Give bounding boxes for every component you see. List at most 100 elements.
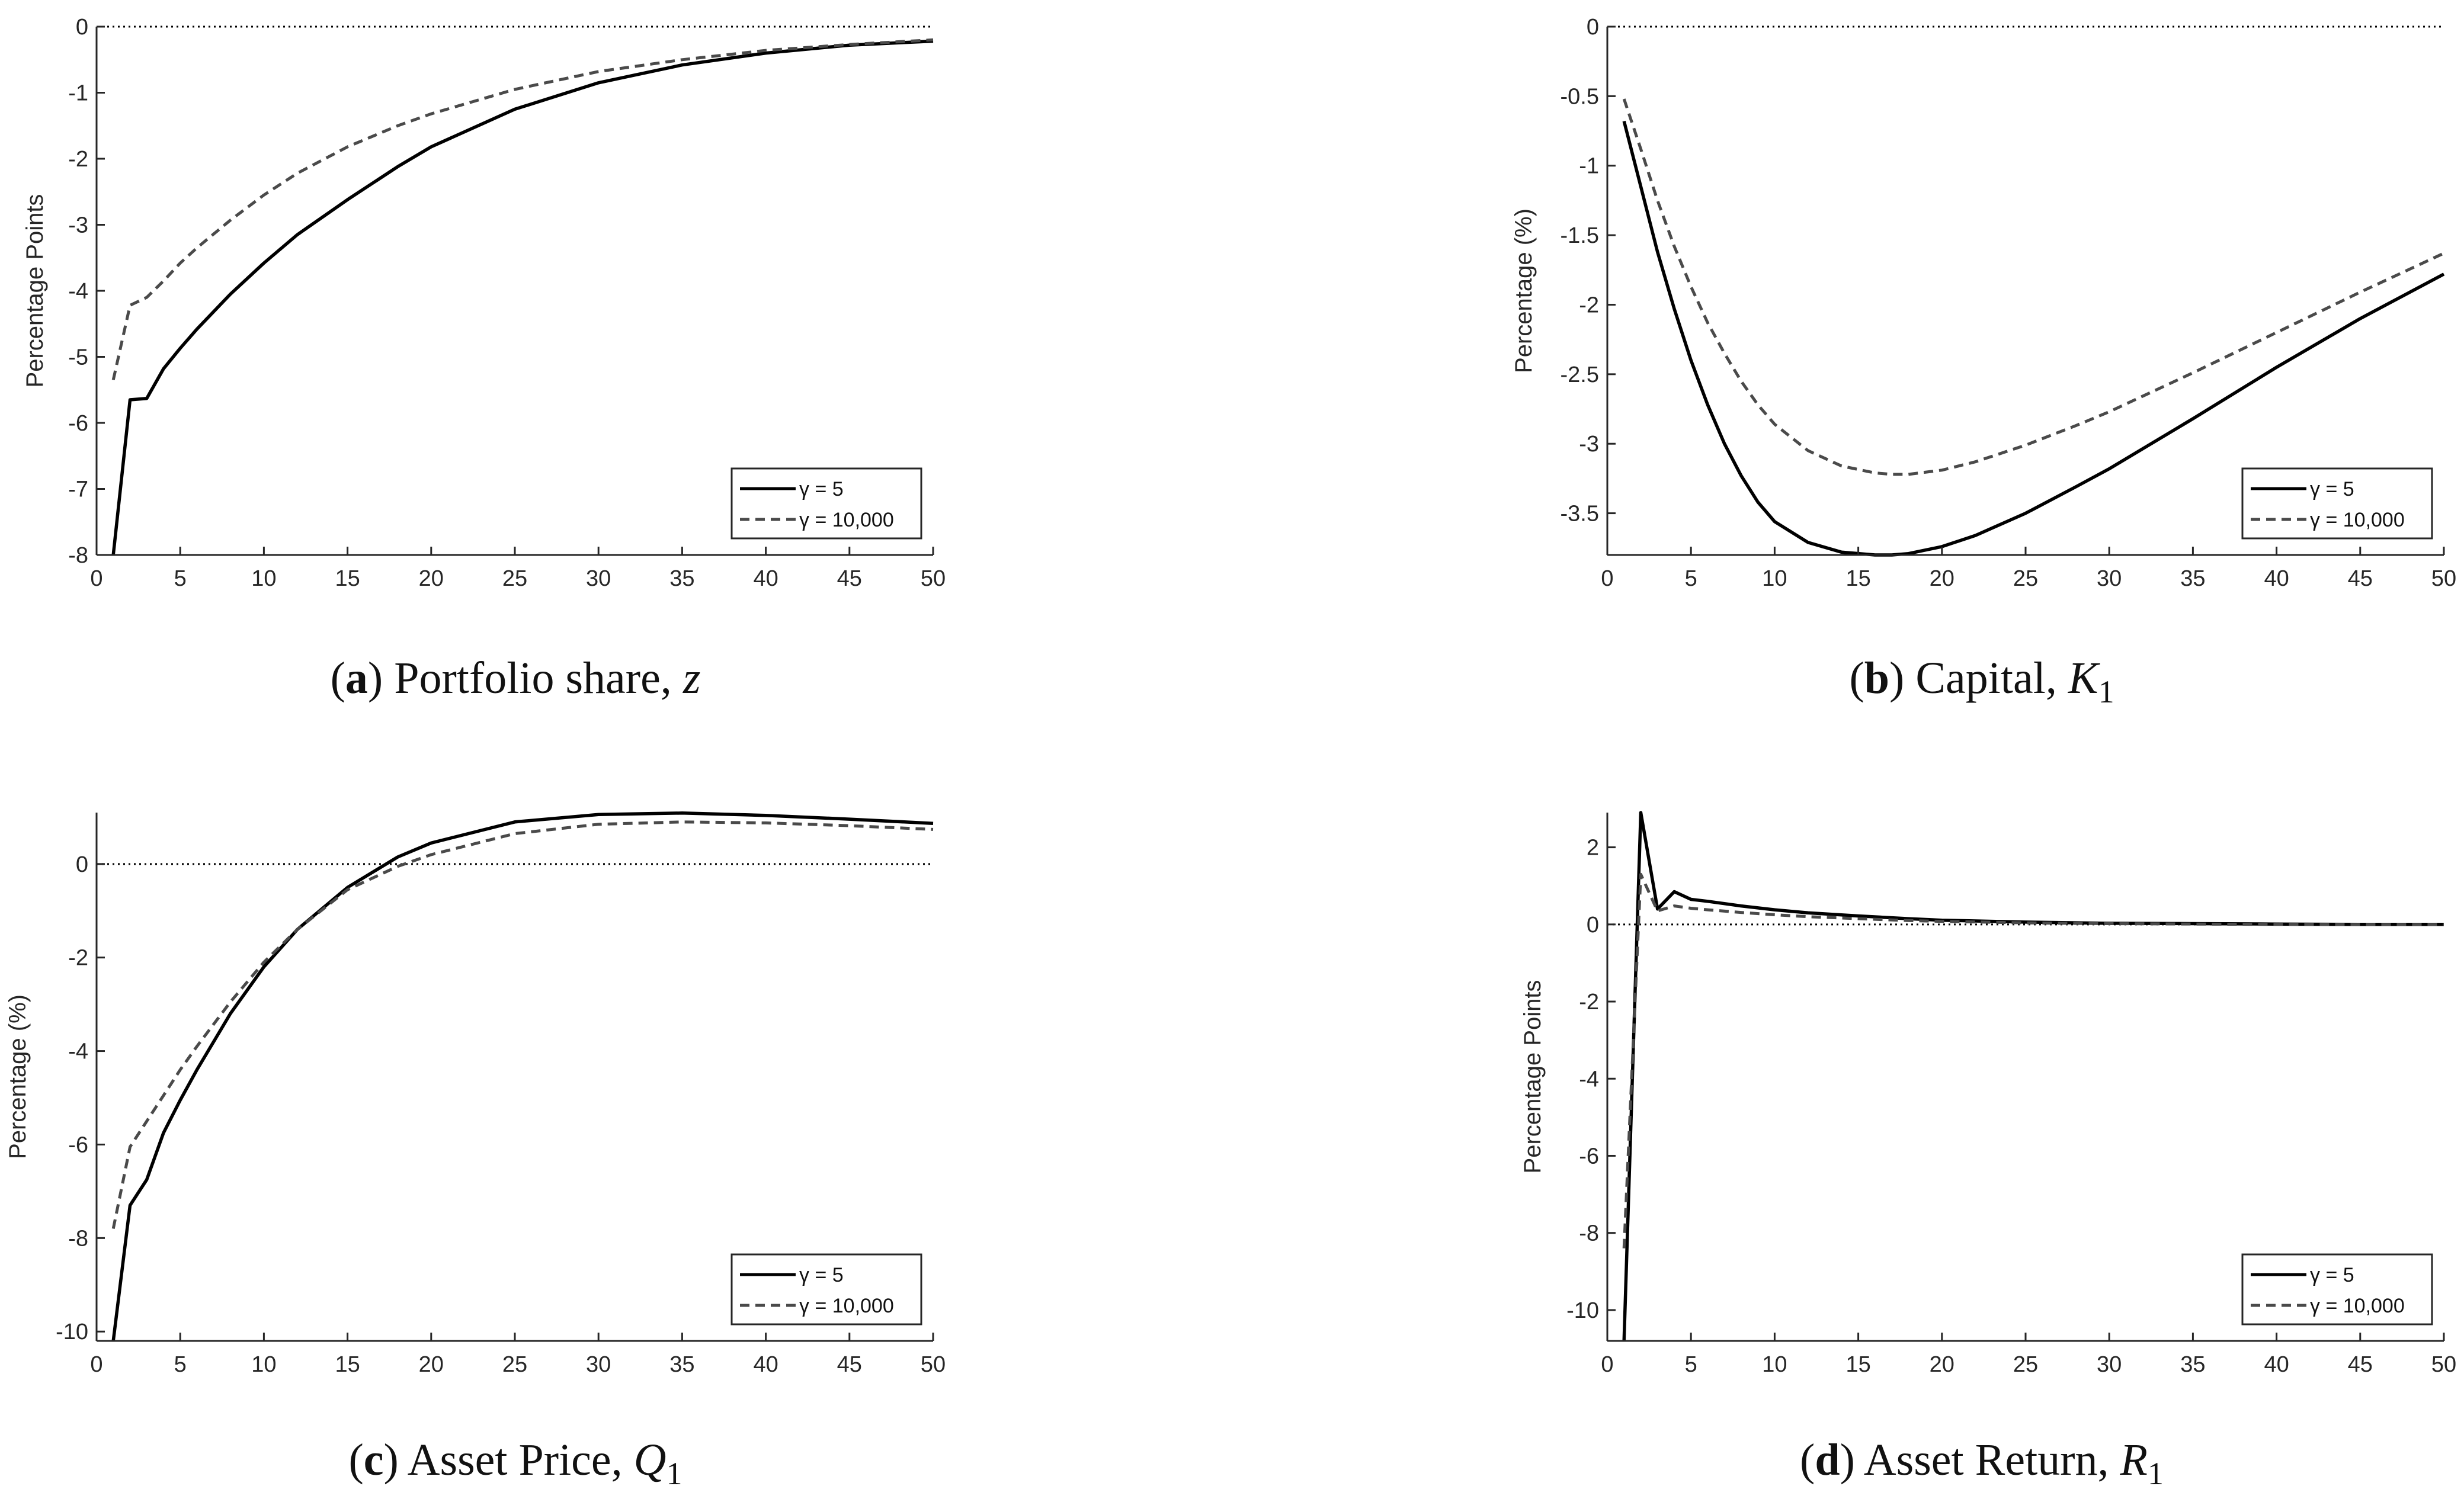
caption-paren-close: ) xyxy=(383,1435,407,1485)
y-axis-label: Percentage Points xyxy=(22,194,48,388)
caption-paren-open: ( xyxy=(348,1435,363,1485)
x-tick-label: 15 xyxy=(335,1352,360,1377)
panel-b: 0 5 10 15 20 25 30 35 40 45 50 0 -0.5 -1 -1.5 -2 -2.5 -3 -… xyxy=(1511,15,2456,710)
y-tick-label: -1 xyxy=(1579,154,1599,179)
x-tick-label: 25 xyxy=(2013,566,2038,591)
x-tick-label: 40 xyxy=(753,566,778,591)
x-tick-label: 45 xyxy=(837,1352,862,1377)
x-tick-label: 35 xyxy=(669,566,694,591)
caption-text: Capital, xyxy=(1915,653,2068,703)
legend: γ = 5 γ = 10,000 xyxy=(2241,467,2433,540)
series-line-gamma-10000 xyxy=(111,38,934,381)
y-tick-label: 0 xyxy=(76,15,88,40)
x-tick-label: 50 xyxy=(921,1352,946,1377)
y-tick-label: -7 xyxy=(68,477,88,502)
y-tick-label: -10 xyxy=(1566,1298,1599,1323)
legend-label-gamma-5: γ = 5 xyxy=(799,1264,844,1286)
legend-box xyxy=(2241,1253,2433,1326)
x-tick-label: 0 xyxy=(1601,566,1613,591)
legend: γ = 5 γ = 10,000 xyxy=(730,1253,922,1326)
x-tick-label: 5 xyxy=(1685,566,1697,591)
x-tick-label: 45 xyxy=(2348,566,2373,591)
x-tick-label: 30 xyxy=(586,566,611,591)
caption-text: Asset Return, xyxy=(1864,1435,2120,1485)
series-line-gamma-10000 xyxy=(1622,98,2445,476)
series-line-gamma-10000 xyxy=(1622,872,2444,1249)
series-line-gamma-5 xyxy=(111,39,934,556)
x-tick-label: 45 xyxy=(837,566,862,591)
legend-label-gamma-5: γ = 5 xyxy=(799,478,844,500)
y-tick-label: -6 xyxy=(68,411,88,436)
y-tick-label: -2 xyxy=(68,147,88,172)
x-tick-label: 40 xyxy=(2264,1352,2289,1377)
legend-label-gamma-10000: γ = 10,000 xyxy=(799,509,894,531)
caption-paren-open: ( xyxy=(331,653,345,703)
y-tick-label: -6 xyxy=(68,1132,88,1157)
y-tick-label: -2 xyxy=(68,946,88,971)
x-tick-label: 25 xyxy=(2013,1352,2038,1377)
x-tick-label: 5 xyxy=(174,1352,187,1377)
caption-paren-close: ) xyxy=(368,653,394,703)
caption-subscript: 1 xyxy=(2148,1456,2164,1491)
x-tick-label: 5 xyxy=(1685,1352,1697,1377)
caption-letter: a xyxy=(345,653,368,703)
caption-paren-close: ) xyxy=(1840,1435,1864,1485)
x-tick-label: 10 xyxy=(1762,1352,1787,1377)
caption-letter: d xyxy=(1815,1435,1840,1485)
y-tick-label: -3.5 xyxy=(1561,502,1599,527)
x-tick-label: 50 xyxy=(921,566,946,591)
y-tick-label: -2 xyxy=(1579,293,1599,317)
x-tick-label: 15 xyxy=(1845,566,1870,591)
legend: γ = 5 γ = 10,000 xyxy=(2241,1253,2433,1326)
y-tick-label: -8 xyxy=(68,543,88,568)
caption-paren-open: ( xyxy=(1849,653,1864,703)
x-tick-label: 0 xyxy=(90,1352,102,1377)
legend-label-gamma-10000: γ = 10,000 xyxy=(2310,1295,2405,1317)
panel-caption: (c) Asset Price, Q1 xyxy=(348,1435,682,1491)
y-tick-label: 0 xyxy=(1587,15,1599,40)
caption-text: Asset Price, xyxy=(408,1435,634,1485)
x-tick-label: 40 xyxy=(753,1352,778,1377)
caption-variable: Q xyxy=(634,1435,667,1485)
legend-box xyxy=(730,467,922,540)
y-tick-label: -1.5 xyxy=(1561,223,1599,248)
panel-caption: (b) Capital, K1 xyxy=(1849,653,2114,710)
x-tick-label: 25 xyxy=(502,1352,527,1377)
x-tick-label: 25 xyxy=(502,566,527,591)
y-tick-label: -5 xyxy=(68,345,88,370)
x-tick-label: 35 xyxy=(2180,566,2205,591)
caption-letter: b xyxy=(1864,653,1889,703)
y-tick-label: -8 xyxy=(1579,1221,1599,1246)
y-tick-label: 0 xyxy=(76,852,88,877)
series-line-gamma-5 xyxy=(1622,811,2444,1341)
caption-subscript: 1 xyxy=(667,1456,683,1491)
y-tick-label: -8 xyxy=(68,1226,88,1251)
y-tick-label: -4 xyxy=(68,1039,88,1064)
x-tick-label: 40 xyxy=(2264,566,2289,591)
legend-label-gamma-10000: γ = 10,000 xyxy=(799,1295,894,1317)
x-tick-label: 10 xyxy=(251,1352,276,1377)
panel-c: 0 5 10 15 20 25 30 35 40 45 50 0 -2 -4 -6 -8 -10 Percenta… xyxy=(5,811,946,1491)
x-tick-label: 5 xyxy=(174,566,187,591)
y-tick-label: -10 xyxy=(56,1320,88,1344)
y-tick-label: -6 xyxy=(1579,1144,1599,1169)
legend-label-gamma-5: γ = 5 xyxy=(2310,1264,2354,1286)
series-line-gamma-10000 xyxy=(111,820,934,1230)
x-tick-label: 20 xyxy=(419,1352,444,1377)
legend-box xyxy=(2241,467,2433,540)
x-tick-label: 10 xyxy=(1762,566,1787,591)
caption-variable: K xyxy=(2068,653,2100,703)
y-tick-label: 2 xyxy=(1587,836,1599,861)
x-tick-label: 15 xyxy=(335,566,360,591)
y-tick-label: -0.5 xyxy=(1561,84,1599,109)
y-tick-label: -4 xyxy=(1579,1067,1599,1092)
x-tick-label: 10 xyxy=(251,566,276,591)
panel-caption: (a) Portfolio share, z xyxy=(331,653,701,703)
caption-text: Portfolio share, xyxy=(394,653,683,703)
x-tick-label: 30 xyxy=(586,1352,611,1377)
y-tick-label: -2.5 xyxy=(1561,362,1599,387)
x-tick-label: 30 xyxy=(2097,1352,2122,1377)
x-tick-label: 35 xyxy=(669,1352,694,1377)
caption-paren-close: ) xyxy=(1889,653,1915,703)
